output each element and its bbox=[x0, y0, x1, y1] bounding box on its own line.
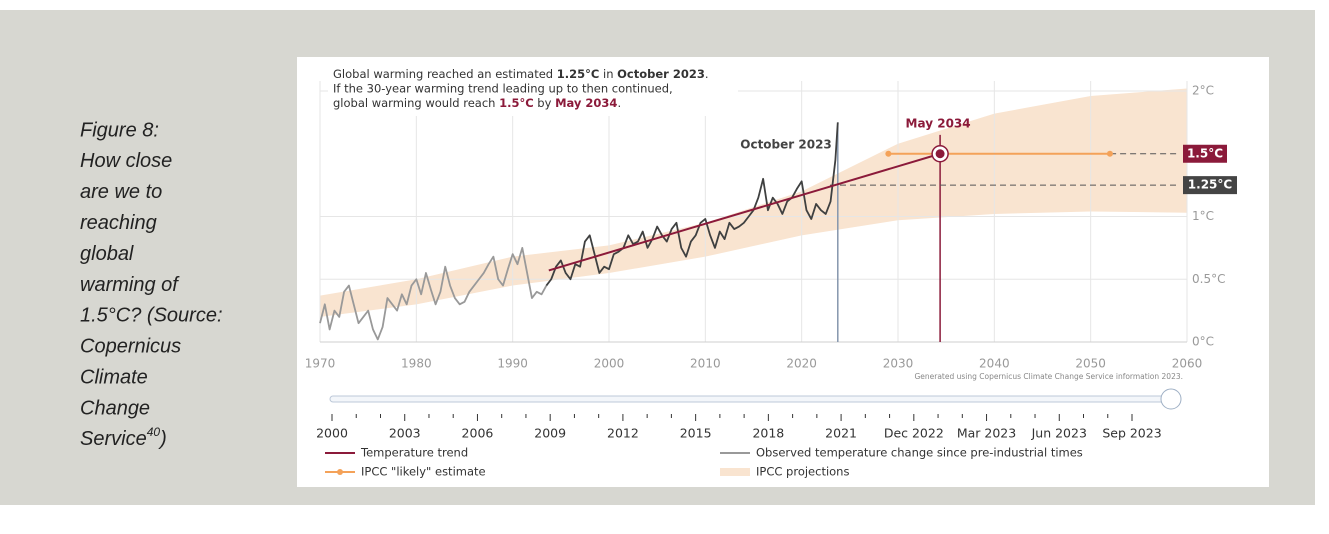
annotation-text: October 2023 bbox=[617, 67, 705, 81]
slider-label: 2009 bbox=[534, 426, 566, 441]
slider-label: Sep 2023 bbox=[1102, 426, 1161, 441]
legend-label: Observed temperature change since pre-in… bbox=[756, 446, 1083, 460]
caption-text: Service bbox=[80, 428, 147, 450]
y-tick-label: 0°C bbox=[1192, 335, 1214, 349]
caption-line: Change bbox=[80, 397, 150, 419]
likely-point bbox=[885, 150, 892, 157]
slider-label: 2003 bbox=[389, 426, 421, 441]
caption-line: 1.5°C? (Source: bbox=[80, 305, 223, 327]
slider-label: 2000 bbox=[316, 426, 348, 441]
caption-line: reaching bbox=[80, 212, 157, 234]
annotation-box bbox=[328, 64, 738, 116]
legend-label: IPCC projections bbox=[756, 465, 849, 479]
slider-label: 2021 bbox=[825, 426, 857, 441]
legend-swatch bbox=[720, 468, 750, 476]
x-tick-label: 2030 bbox=[883, 357, 914, 371]
annotation-text: . bbox=[705, 67, 709, 81]
annotation-text: in bbox=[599, 67, 617, 81]
x-tick-label: 2050 bbox=[1075, 357, 1106, 371]
annotation-text: . bbox=[617, 96, 621, 110]
annotation-text: global warming would reach bbox=[333, 96, 499, 110]
projection-band bbox=[320, 88, 1187, 317]
caption-line: How close bbox=[80, 150, 172, 172]
trend-end-point bbox=[935, 149, 945, 159]
x-tick-label: 1970 bbox=[305, 357, 336, 371]
annotation-text: 1.5°C bbox=[499, 96, 534, 110]
slider-label: Mar 2023 bbox=[957, 426, 1016, 441]
reference-label: 1.25°C bbox=[1188, 178, 1233, 192]
annotation-line: If the 30-year warming trend leading up … bbox=[333, 81, 673, 95]
x-tick-label: 1990 bbox=[497, 357, 528, 371]
caption-line: Copernicus bbox=[80, 336, 181, 358]
reference-label: 1.5°C bbox=[1187, 146, 1223, 160]
legend-label: IPCC "likely" estimate bbox=[361, 465, 486, 479]
reference-label-box bbox=[1183, 176, 1237, 195]
slider-label: 2006 bbox=[462, 426, 494, 441]
x-tick-label: 2060 bbox=[1172, 357, 1203, 371]
x-tick-label: 2020 bbox=[786, 357, 817, 371]
annotation-text: Global warming reached an estimated bbox=[333, 67, 557, 81]
x-tick-label: 2010 bbox=[690, 357, 721, 371]
annotation-line: global warming would reach 1.5°C by May … bbox=[333, 96, 621, 110]
slider-label: Jun 2023 bbox=[1031, 426, 1087, 441]
slider-label: Dec 2022 bbox=[884, 426, 944, 441]
caption-line: warming of bbox=[80, 274, 180, 296]
annotation-line: Global warming reached an estimated 1.25… bbox=[333, 67, 709, 81]
marker-label: May 2034 bbox=[906, 117, 971, 131]
caption-line: Figure 8: bbox=[80, 119, 159, 141]
reference-label-box bbox=[1183, 144, 1227, 163]
slider-label: 2015 bbox=[680, 426, 712, 441]
x-tick-label: 1980 bbox=[401, 357, 432, 371]
y-tick-label: 1°C bbox=[1192, 209, 1214, 223]
caption-line: are we to bbox=[80, 181, 162, 203]
legend-dot bbox=[337, 469, 343, 475]
slider-track bbox=[329, 395, 1173, 403]
annotation-text: May 2034 bbox=[555, 96, 617, 110]
slider-label: 2018 bbox=[752, 426, 784, 441]
annotation-text: If the 30-year warming trend leading up … bbox=[333, 81, 673, 95]
y-tick-label: 0.5°C bbox=[1192, 272, 1225, 286]
x-tick-label: 2040 bbox=[979, 357, 1010, 371]
caption-line: global bbox=[80, 243, 134, 265]
likely-point bbox=[1106, 150, 1113, 157]
slider-label: 2012 bbox=[607, 426, 639, 441]
x-tick-label: 2000 bbox=[594, 357, 625, 371]
legend-label: Temperature trend bbox=[360, 446, 468, 460]
slider-handle[interactable] bbox=[1160, 388, 1182, 410]
caption-line: Service40) bbox=[80, 425, 167, 450]
annotation-text: 1.25°C bbox=[557, 67, 600, 81]
caption-superscript: 40 bbox=[147, 425, 161, 439]
annotation-text: by bbox=[534, 96, 555, 110]
trend-line bbox=[548, 152, 941, 272]
caption-text: ) bbox=[158, 428, 167, 450]
credit: Generated using Copernicus Climate Chang… bbox=[914, 372, 1183, 381]
marker-label: October 2023 bbox=[740, 138, 832, 152]
caption-line: Climate bbox=[80, 366, 148, 388]
observed-line bbox=[319, 246, 548, 341]
y-tick-label: 2°C bbox=[1192, 84, 1214, 98]
